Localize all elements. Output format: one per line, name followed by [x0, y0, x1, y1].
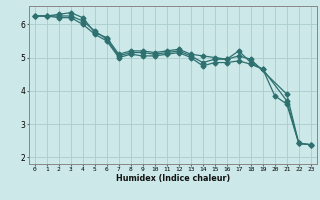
X-axis label: Humidex (Indice chaleur): Humidex (Indice chaleur) [116, 174, 230, 183]
